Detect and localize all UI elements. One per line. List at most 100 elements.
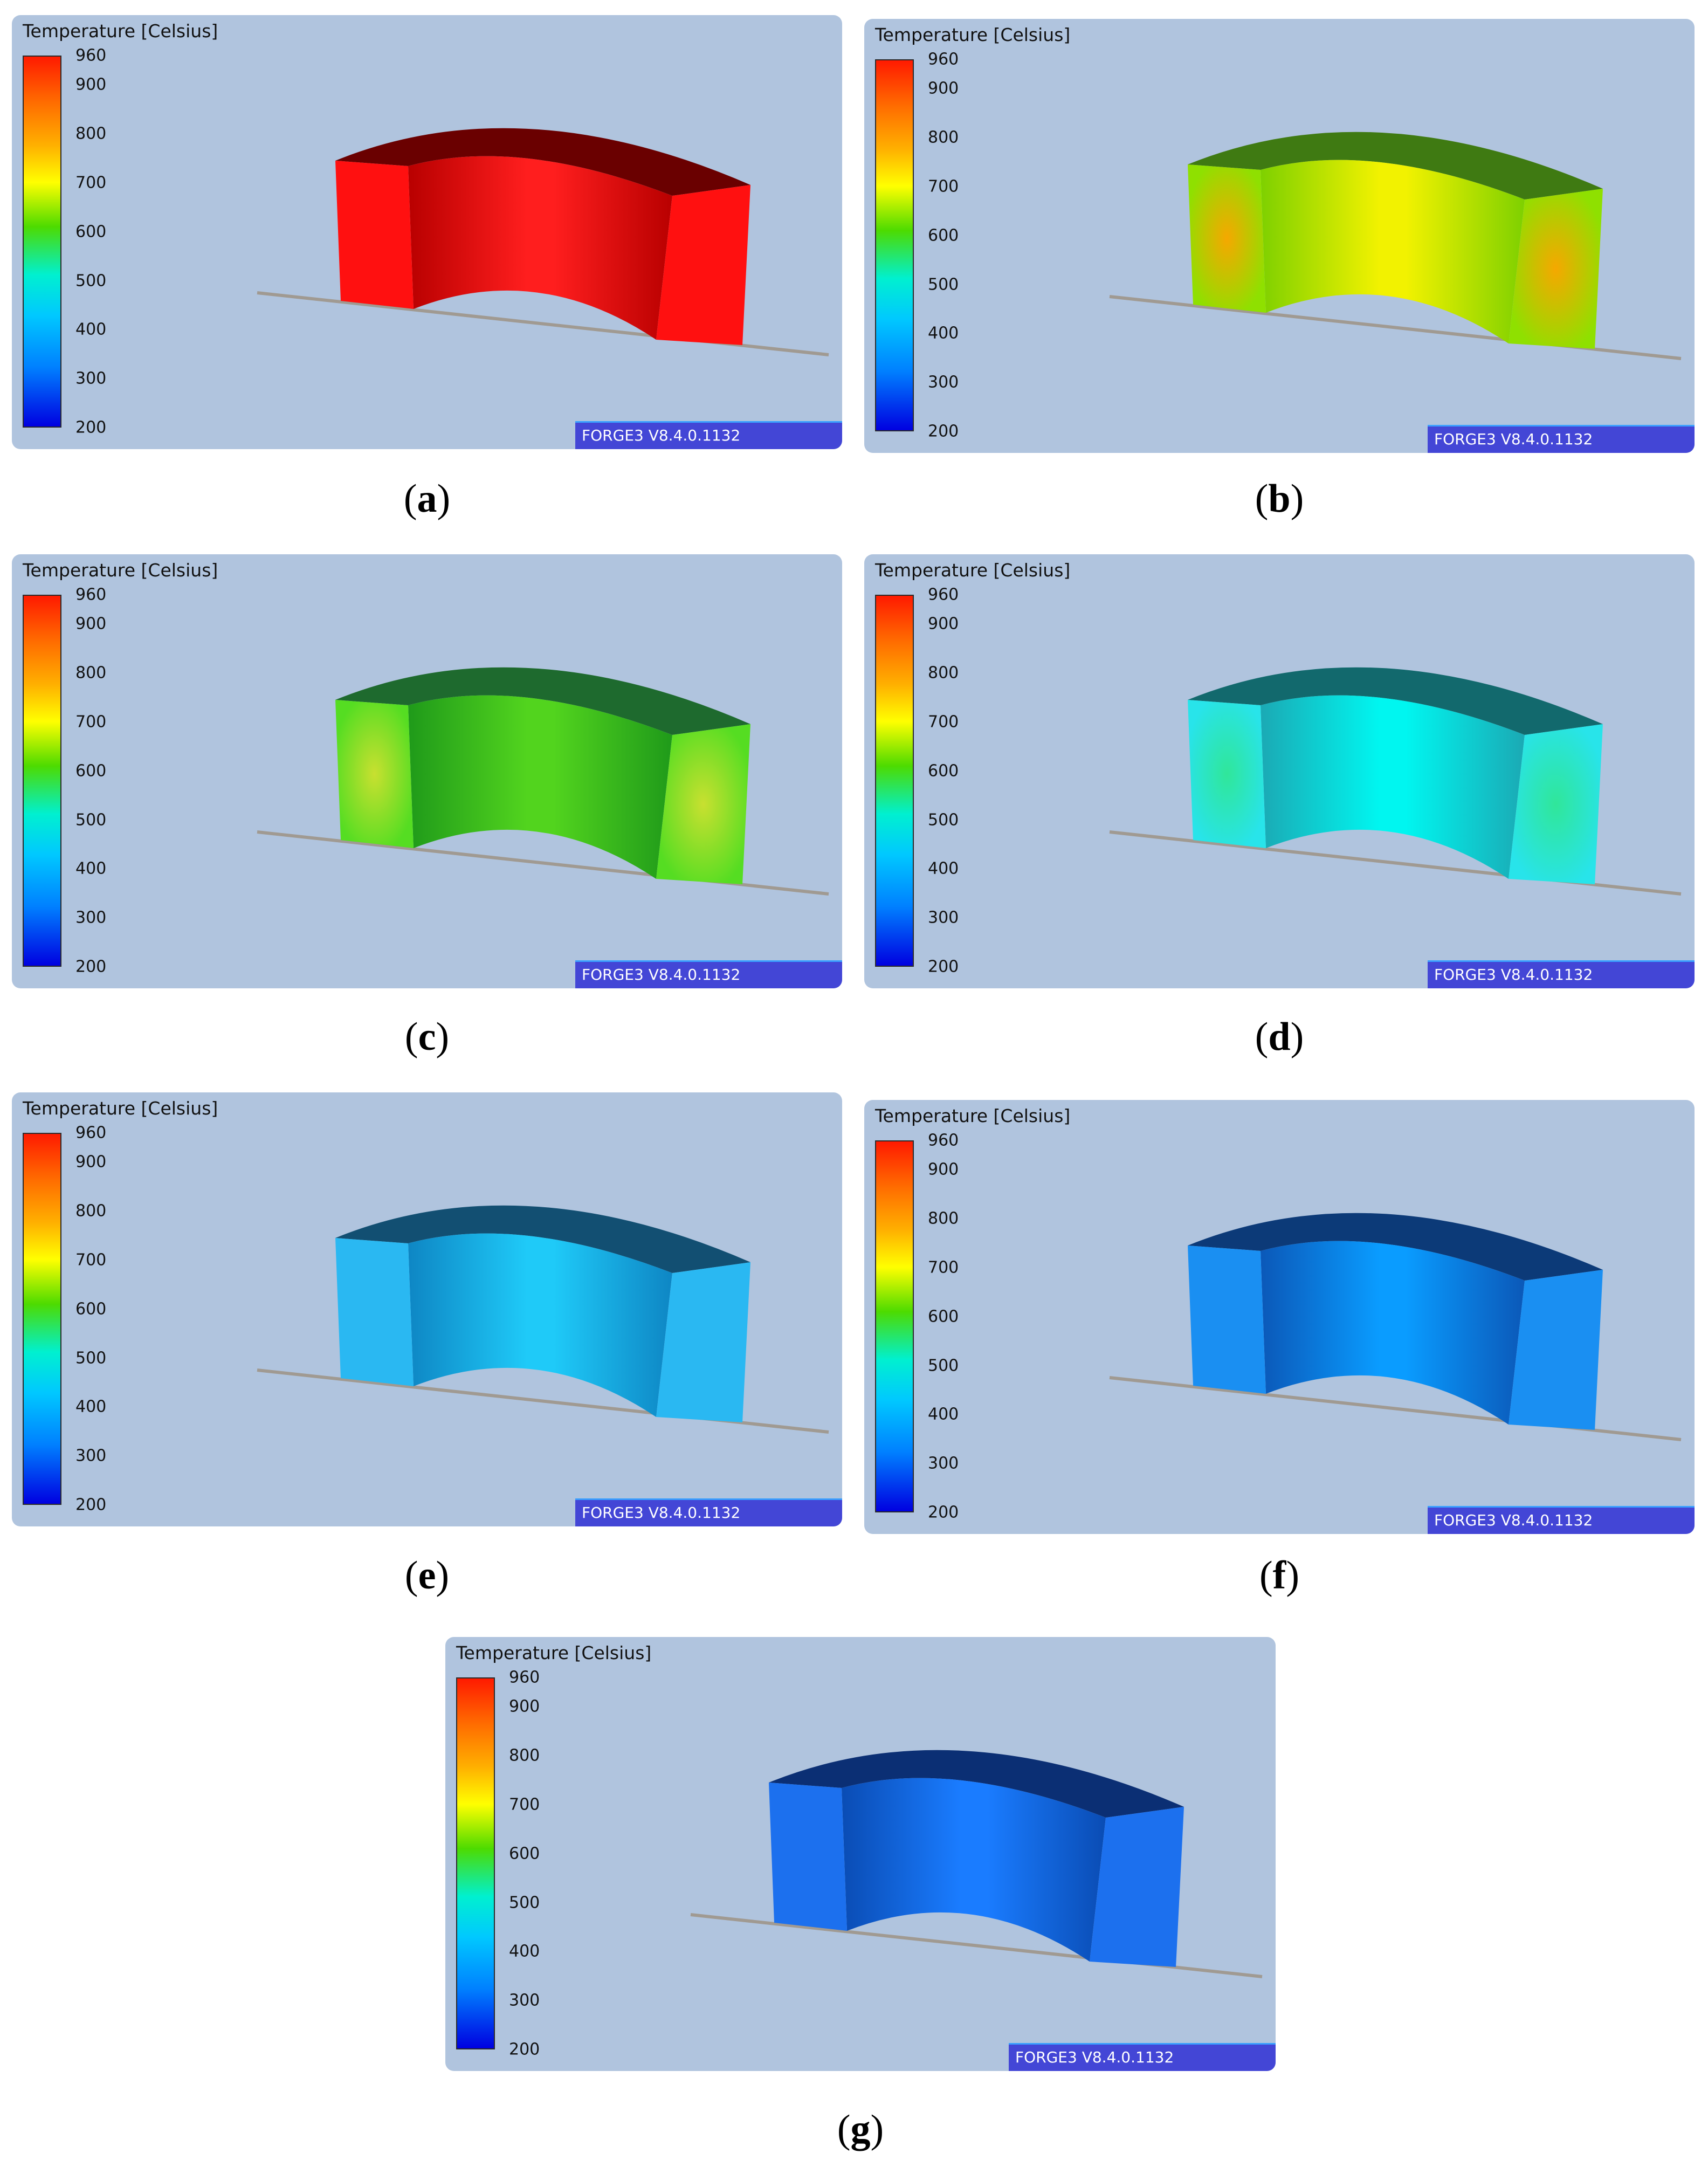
colorbar-tick-label: 200 xyxy=(928,957,959,976)
colorbar xyxy=(875,1140,914,1512)
colorbar-tick-label: 600 xyxy=(75,761,107,781)
ring-top-face xyxy=(335,128,750,196)
software-version-label: FORGE3 V8.4.0.1132 xyxy=(575,421,842,449)
subfigure-letter: g xyxy=(850,2107,871,2151)
panel-e: Temperature [Celsius] 960 900 800 700 600 500 4… xyxy=(12,1092,842,1526)
ring-inner-surface xyxy=(1261,695,1525,879)
colorbar-tick-label: 400 xyxy=(509,1942,540,1961)
colorbar-tick-label: 400 xyxy=(928,1405,959,1424)
colorbar-tick-label: 800 xyxy=(75,124,107,143)
colorbar-tick-label: 200 xyxy=(75,418,107,437)
legend-title: Temperature [Celsius] xyxy=(875,1105,1071,1126)
colorbar xyxy=(23,1133,61,1505)
subfigure-letter: b xyxy=(1268,477,1291,521)
colorbar-tick-label: 300 xyxy=(928,908,959,927)
colorbar-tick-label: 600 xyxy=(928,761,959,781)
colorbar-tick-label: 960 xyxy=(509,1668,540,1687)
subfigure-caption: (g) xyxy=(837,2107,884,2151)
colorbar-tick-label: 700 xyxy=(509,1795,540,1814)
subfigure-caption: (f) xyxy=(1259,1553,1299,1598)
ring-right-section xyxy=(656,724,750,884)
colorbar-tick-label: 600 xyxy=(75,222,107,242)
colorbar-tick-label: 500 xyxy=(928,810,959,830)
colorbar-tick-label: 300 xyxy=(928,373,959,392)
subfigure-caption: (c) xyxy=(404,1015,450,1059)
ring-inner-surface xyxy=(408,156,672,340)
colorbar xyxy=(23,56,61,428)
ring-top-face xyxy=(769,1750,1184,1818)
software-version-label: FORGE3 V8.4.0.1132 xyxy=(575,960,842,988)
colorbar-tick-label: 200 xyxy=(928,422,959,441)
panel-f: Temperature [Celsius] 960 900 800 700 600 500 4… xyxy=(864,1100,1695,1534)
colorbar-tick-label: 700 xyxy=(928,1258,959,1277)
colorbar-tick-label: 960 xyxy=(928,585,959,604)
subfigure-caption: (d) xyxy=(1255,1015,1304,1059)
colorbar-tick-label: 500 xyxy=(928,1356,959,1375)
legend-title: Temperature [Celsius] xyxy=(875,560,1071,581)
ring-right-section xyxy=(656,1262,750,1422)
software-version-label: FORGE3 V8.4.0.1132 xyxy=(1009,2043,1276,2071)
software-version-label: FORGE3 V8.4.0.1132 xyxy=(1428,425,1695,453)
colorbar-tick-label: 700 xyxy=(75,173,107,192)
ring-left-section xyxy=(769,1783,847,1931)
colorbar-tick-label: 300 xyxy=(75,908,107,927)
colorbar-tick-label: 500 xyxy=(509,1893,540,1912)
colorbar-tick-label: 900 xyxy=(75,614,107,634)
ring-model xyxy=(1109,1213,1682,1441)
legend-title: Temperature [Celsius] xyxy=(23,1098,218,1119)
colorbar-tick-label: 200 xyxy=(75,1495,107,1515)
colorbar-tick-label: 960 xyxy=(928,50,959,69)
colorbar-tick-label: 700 xyxy=(928,712,959,732)
ring-model xyxy=(257,1205,829,1434)
software-version-label: FORGE3 V8.4.0.1132 xyxy=(575,1498,842,1526)
colorbar-tick-label: 700 xyxy=(75,1250,107,1270)
colorbar-tick-label: 800 xyxy=(928,663,959,683)
colorbar-tick-label: 800 xyxy=(928,1209,959,1228)
ring-left-section xyxy=(335,161,414,309)
colorbar xyxy=(875,59,914,431)
software-version-label: FORGE3 V8.4.0.1132 xyxy=(1428,1506,1695,1534)
colorbar-tick-label: 200 xyxy=(75,957,107,976)
panel-d: Temperature [Celsius] 960 900 800 700 600 500 4… xyxy=(864,554,1695,988)
ring-model xyxy=(257,128,829,356)
ring-inner-surface xyxy=(408,1233,672,1417)
colorbar-tick-label: 400 xyxy=(75,320,107,339)
legend-title: Temperature [Celsius] xyxy=(875,24,1071,45)
panel-g: Temperature [Celsius] 960 900 800 700 600 500 4… xyxy=(445,1637,1276,2071)
legend-title: Temperature [Celsius] xyxy=(23,560,218,581)
subfigure-letter: a xyxy=(417,477,437,521)
ring-top-face xyxy=(1188,1213,1603,1281)
colorbar-tick-label: 200 xyxy=(928,1503,959,1522)
ring-model xyxy=(690,1750,1263,1978)
colorbar-tick-label: 700 xyxy=(75,712,107,732)
colorbar xyxy=(456,1677,495,2049)
colorbar-tick-label: 800 xyxy=(75,1201,107,1221)
colorbar-tick-label: 600 xyxy=(509,1844,540,1863)
subfigure-letter: e xyxy=(418,1553,436,1598)
ring-left-section xyxy=(335,700,414,848)
colorbar-tick-label: 400 xyxy=(928,859,959,878)
colorbar-tick-label: 600 xyxy=(928,1307,959,1326)
colorbar-tick-label: 300 xyxy=(75,369,107,388)
colorbar-tick-label: 900 xyxy=(928,614,959,634)
panel-c: Temperature [Celsius] 960 900 800 700 600 500 4… xyxy=(12,554,842,988)
colorbar-tick-label: 900 xyxy=(75,75,107,94)
ring-left-section xyxy=(1188,164,1266,313)
ring-top-face xyxy=(335,667,750,735)
ring-left-section xyxy=(1188,1246,1266,1394)
colorbar-tick-label: 300 xyxy=(928,1454,959,1473)
colorbar-tick-label: 900 xyxy=(509,1697,540,1716)
panel-b: Temperature [Celsius] 960 900 800 700 600 500 4… xyxy=(864,19,1695,453)
colorbar-tick-label: 960 xyxy=(75,585,107,604)
subfigure-caption: (e) xyxy=(404,1553,450,1598)
ring-inner-surface xyxy=(842,1778,1106,1962)
subfigure-caption: (a) xyxy=(403,477,451,521)
colorbar-tick-label: 600 xyxy=(75,1299,107,1319)
colorbar-tick-label: 500 xyxy=(75,810,107,830)
software-version-label: FORGE3 V8.4.0.1132 xyxy=(1428,960,1695,988)
panel-a: Temperature [Celsius] 960 900 800 700 600 500 4… xyxy=(12,15,842,449)
ring-right-section xyxy=(1509,724,1603,884)
ring-model xyxy=(1109,132,1682,360)
colorbar-tick-label: 500 xyxy=(928,275,959,294)
ring-inner-surface xyxy=(1261,160,1525,343)
